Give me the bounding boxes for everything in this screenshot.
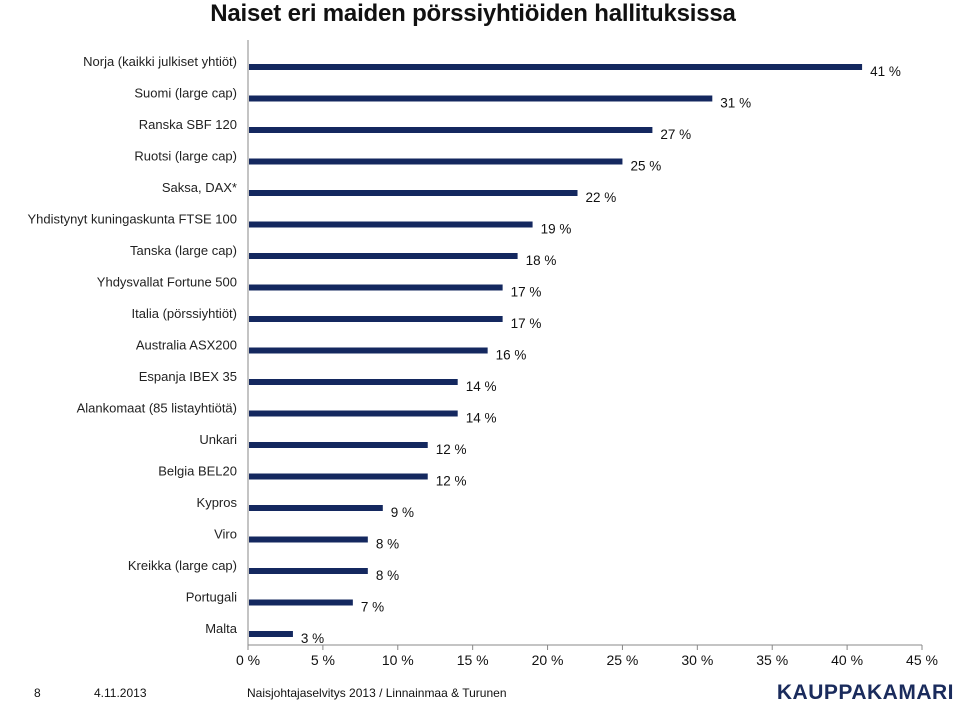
bar [249,410,458,417]
bar [249,64,863,70]
category-label: Norja (kaikki julkiset yhtiöt) [83,54,237,69]
category-label: Suomi (large cap) [134,86,237,101]
category-label: Saksa, DAX* [162,180,237,195]
data-label: 3 % [301,631,324,646]
page-number: 8 [34,686,41,700]
data-label: 19 % [541,222,572,237]
category-label: Belgia BEL20 [158,464,237,479]
bar [249,253,518,259]
bar [249,316,503,322]
bar [249,347,488,354]
bar [249,505,383,511]
data-label: 14 % [466,411,497,426]
data-label: 41 % [870,64,901,79]
category-label: Ranska SBF 120 [139,117,237,132]
x-tick-label: 25 % [606,652,638,668]
category-label: Yhdistynyt kuningaskunta FTSE 100 [27,212,237,227]
data-label: 12 % [436,442,467,457]
x-tick-label: 5 % [311,652,335,668]
x-tick-label: 30 % [681,652,713,668]
data-label: 8 % [376,537,399,552]
data-label: 31 % [720,96,751,111]
bar [249,95,713,102]
data-label: 12 % [436,474,467,489]
data-label: 8 % [376,568,399,583]
category-label: Ruotsi (large cap) [134,149,237,164]
x-tick-label: 40 % [831,652,863,668]
category-label: Tanska (large cap) [130,243,237,258]
bar [249,379,458,385]
data-label: 25 % [630,159,661,174]
category-label: Yhdysvallat Fortune 500 [97,275,237,290]
bar [249,127,653,133]
bar [249,599,353,606]
category-label: Italia (pörssiyhtiöt) [132,306,237,321]
x-tick-label: 45 % [906,652,938,668]
footer-source: Naisjohtajaselvitys 2013 / Linnainmaa & … [247,686,507,700]
bar [249,221,533,228]
category-label: Australia ASX200 [136,338,237,353]
category-label: Espanja IBEX 35 [139,369,237,384]
bar [249,158,623,165]
x-tick-label: 20 % [532,652,564,668]
data-label: 18 % [526,253,557,268]
data-label: 16 % [496,348,527,363]
chart-title: Naiset eri maiden pörssiyhtiöiden hallit… [210,0,736,27]
data-label: 22 % [586,190,617,205]
bar [249,190,578,196]
bar [249,631,293,637]
bar [249,442,428,448]
data-label: 9 % [391,505,414,520]
data-label: 17 % [511,285,542,300]
data-label: 17 % [511,316,542,331]
category-label: Unkari [199,432,237,447]
bar [249,568,368,574]
footer-date: 4.11.2013 [94,686,147,700]
kauppakamari-logo: KAUPPAKAMARI [776,681,954,704]
data-label: 27 % [660,127,691,142]
bar [249,536,368,543]
category-label: Kypros [197,495,238,510]
category-label: Malta [205,621,238,636]
data-label: 7 % [361,600,384,615]
category-label: Kreikka (large cap) [128,558,237,573]
x-tick-label: 35 % [756,652,788,668]
category-label: Viro [214,527,237,542]
x-tick-label: 10 % [382,652,414,668]
data-label: 14 % [466,379,497,394]
bar [249,284,503,291]
x-tick-label: 15 % [457,652,489,668]
category-label: Portugali [186,590,237,605]
category-label: Alankomaat (85 listayhtiötä) [77,401,237,416]
bar [249,473,428,480]
x-tick-label: 0 % [236,652,260,668]
